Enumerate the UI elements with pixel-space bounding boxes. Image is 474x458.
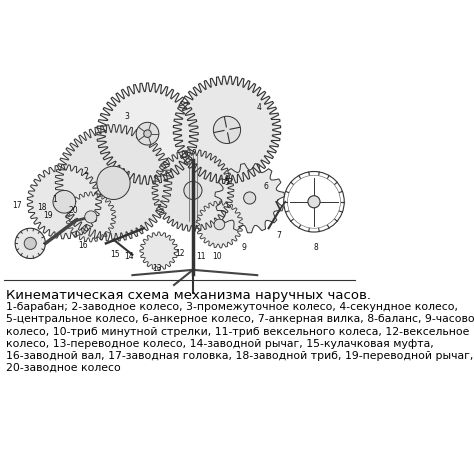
Polygon shape [173, 76, 281, 184]
Text: 6: 6 [264, 182, 269, 191]
Polygon shape [66, 192, 116, 242]
Polygon shape [55, 125, 172, 241]
Polygon shape [97, 83, 198, 185]
Text: 20-заводное колесо: 20-заводное колесо [6, 363, 121, 373]
Text: 3: 3 [125, 112, 129, 121]
Circle shape [244, 192, 256, 204]
Circle shape [214, 219, 225, 230]
Text: Кинематическая схема механизма наручных часов.: Кинематическая схема механизма наручных … [6, 289, 371, 302]
Circle shape [24, 237, 36, 250]
Circle shape [144, 130, 151, 137]
Text: 13: 13 [152, 264, 162, 273]
Polygon shape [140, 232, 178, 270]
Polygon shape [152, 150, 234, 231]
Circle shape [15, 228, 46, 258]
Circle shape [85, 211, 97, 223]
Text: 5: 5 [225, 178, 229, 187]
Text: 9: 9 [242, 243, 247, 251]
Text: 11: 11 [196, 252, 205, 261]
Text: колесо, 13-переводное колесо, 14-заводной рычаг, 15-кулачковая муфта,: колесо, 13-переводное колесо, 14-заводно… [6, 339, 434, 349]
Text: 18: 18 [37, 203, 46, 213]
Circle shape [97, 166, 130, 200]
Polygon shape [215, 164, 284, 233]
Text: 1: 1 [52, 195, 57, 204]
Text: 7: 7 [276, 231, 281, 240]
Circle shape [136, 122, 159, 145]
Text: 17: 17 [12, 201, 21, 210]
Text: 15: 15 [110, 250, 120, 259]
Polygon shape [27, 165, 101, 239]
Circle shape [213, 116, 241, 143]
Text: 14: 14 [124, 252, 134, 262]
Circle shape [53, 191, 76, 213]
Text: 20: 20 [69, 207, 78, 215]
Polygon shape [196, 201, 243, 248]
Circle shape [184, 181, 202, 200]
Text: 16: 16 [78, 241, 88, 250]
Text: 19: 19 [43, 211, 53, 220]
Text: 10: 10 [212, 252, 222, 261]
Text: 12: 12 [175, 250, 185, 258]
Text: 8: 8 [314, 243, 319, 251]
Text: 2: 2 [83, 167, 88, 176]
Text: 16-заводной вал, 17-заводная головка, 18-заводной триб, 19-переводной рычаг,: 16-заводной вал, 17-заводная головка, 18… [6, 351, 474, 361]
Text: 1-барабан; 2-заводное колесо, 3-промежуточное колесо, 4-секундное колесо,: 1-барабан; 2-заводное колесо, 3-промежут… [6, 302, 458, 312]
Text: 4: 4 [256, 103, 261, 112]
Text: колесо, 10-триб минутной стрелки, 11-триб вексельного колеса, 12-вексельное: колесо, 10-триб минутной стрелки, 11-три… [6, 327, 469, 337]
Circle shape [308, 196, 320, 208]
Text: 5-центральное колесо, 6-анкерное колесо, 7-анкерная вилка, 8-баланс, 9-часовое: 5-центральное колесо, 6-анкерное колесо,… [6, 315, 474, 325]
